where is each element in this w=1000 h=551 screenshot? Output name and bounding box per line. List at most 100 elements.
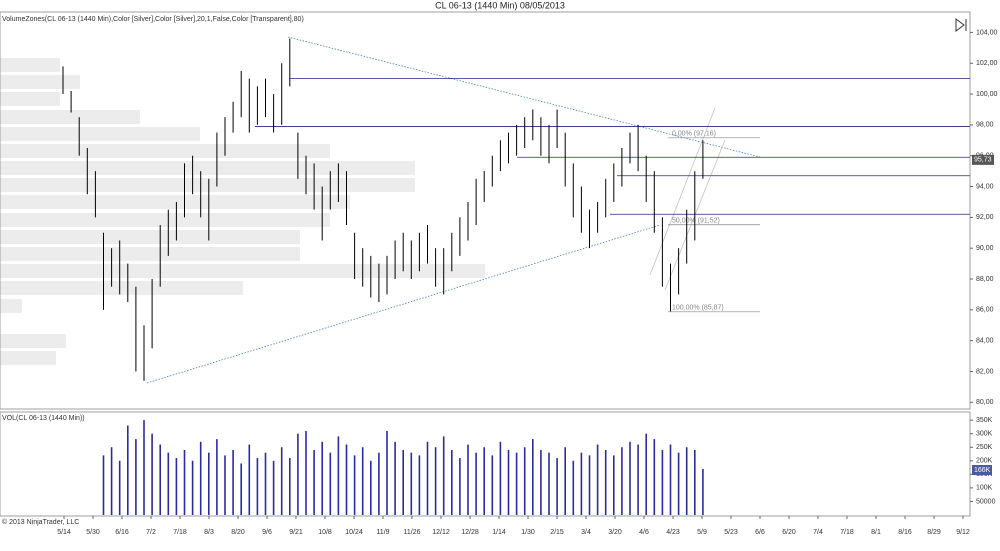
volume-bar [159,444,161,515]
x-tick-label: 5/30 [86,529,100,536]
y-tick-label: 84,00 [976,337,994,344]
last-volume-box [972,465,992,476]
y-tick-label: 94,00 [976,183,994,190]
volume-bar [329,452,332,515]
volume-bar [289,458,291,515]
x-tick-label: 8/3 [204,529,214,536]
volume-bar [613,455,615,515]
volume-bar [467,444,469,515]
y-tick-label: 300K [976,431,993,438]
price-panel [0,11,971,410]
volume-bar [386,430,388,515]
volume-bar [394,441,396,515]
volume-bar [183,449,186,515]
volume-bar [532,439,534,515]
volume-bar [135,439,137,515]
volume-bar [216,439,218,515]
volume-bar [337,436,340,515]
x-tick-label: 12/12 [432,529,450,536]
x-tick-label: 8/20 [231,529,245,536]
volume-bar [378,452,380,515]
volume-bar [523,447,526,515]
volume-bar [102,455,105,515]
x-tick-label: 9/12 [956,529,970,536]
volume-bar [588,455,591,515]
fib-label: 0,00% (97,16) [672,131,716,138]
x-tick-label: 5/9 [697,529,707,536]
fib-label: 100,00% (85,87) [672,305,724,312]
indicator-label: VolumeZones(CL 06-13 (1440 Min),Color [S… [2,16,304,23]
volume-bar [669,444,672,515]
volume-bar [702,468,704,515]
copyright: © 2013 NinjaTrader, LLC [2,518,79,526]
volume-bar [280,447,283,515]
volume-bar [426,441,429,515]
volume-bar [418,455,421,515]
x-tick-label: 5/23 [724,529,738,536]
volume-bar [548,452,550,515]
volume-bar [175,458,178,515]
y-tick-label: 80,00 [976,399,994,406]
volume-bar [483,447,485,515]
volume-bar [564,447,566,515]
x-tick-label: 9/21 [289,529,303,536]
volume-bar [556,458,558,515]
volume-bar [143,420,145,515]
y-tick-label: 104,00 [976,29,998,36]
volume-bar [191,460,194,515]
y-tick-label: 350K [976,417,993,424]
trendlines [146,36,761,384]
x-tick-label: 1/14 [492,529,506,536]
volume-bar [224,455,226,515]
chart-title: CL 06-13 (1440 Min) 08/05/2013 [435,0,565,10]
volume-bar [370,460,372,515]
y-tick-label: 90,00 [976,245,994,252]
y-tick-label: 102,00 [976,60,998,67]
x-tick-label: 6/6 [755,529,765,536]
volume-bar [118,460,121,515]
x-tick-label: 2/15 [550,529,564,536]
volume-bar [645,433,647,515]
y-tick-label: 92,00 [976,214,994,221]
x-tick-label: 8/16 [898,529,912,536]
volume-bar [637,444,639,515]
volume-bar [491,455,494,515]
volume-bar [272,460,275,515]
volume-bar [256,458,259,515]
x-tick-label: 7/4 [813,529,823,536]
volume-label: VOL(CL 06-13 (1440 Min)) [2,415,85,422]
last-volume-label: 166K [974,467,991,474]
x-tick-label: 10/24 [345,529,363,536]
x-tick-label: 6/20 [782,529,796,536]
x-tick-label: 10/8 [318,529,332,536]
x-tick-label: 12/28 [461,529,479,536]
volume-bar [127,425,129,515]
x-tick-label: 1/30 [521,529,535,536]
y-tick-label: 98,00 [976,122,994,129]
volume-bar [442,436,445,515]
volume-bar [629,441,631,515]
volume-bar [685,447,688,515]
x-tick-label: 9/6 [262,529,272,536]
volume-bar [661,449,664,515]
play-icon[interactable] [955,18,967,32]
x-tick-label: 5/14 [57,529,71,536]
x-tick-label: 11/9 [376,529,389,536]
volume-bar [694,449,696,515]
volume-bar [199,441,202,515]
x-tick-label: 8/1 [871,529,881,536]
x-tick-label: 4/6 [639,529,649,536]
x-tick-label: 6/16 [115,529,129,536]
volume-bar [361,447,364,515]
x-tick-label: 3/4 [581,529,591,536]
volume-bar [353,455,356,515]
volume-bar [410,452,413,515]
volume-bar [297,433,299,515]
volume-bar [451,449,453,515]
volume-bar [653,439,656,515]
volume-bar [208,452,210,515]
y-tick-label: 100,00 [976,91,998,98]
volume-bar [515,452,518,515]
x-tick-label: 7/2 [146,529,156,536]
volume-bar [507,449,510,515]
